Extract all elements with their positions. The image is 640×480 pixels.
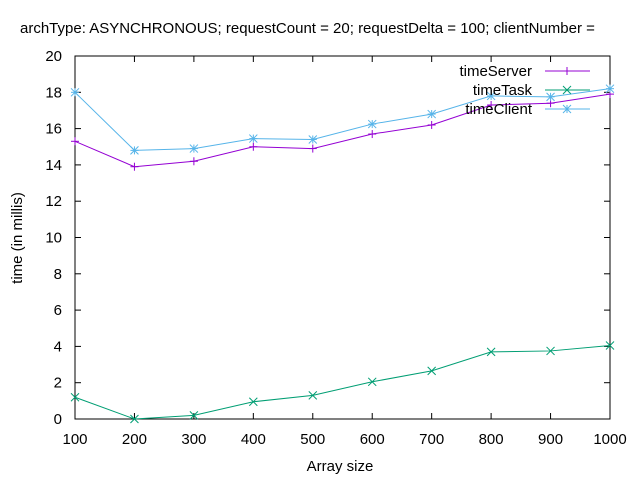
data-point: [562, 104, 572, 114]
marker-stroke: [248, 134, 258, 143]
data-point: [189, 144, 199, 153]
marker-stroke: [308, 135, 318, 144]
series-line: [74, 88, 611, 151]
data-point: [308, 391, 318, 400]
data-point: [70, 87, 80, 97]
series-timeTask: [70, 341, 615, 424]
data-point: [189, 411, 199, 420]
marker-stroke: [130, 146, 139, 155]
data-point: [427, 120, 436, 129]
data-point: [367, 119, 377, 129]
y-tick-label: 0: [54, 411, 62, 428]
series-line: [74, 344, 611, 420]
y-tick-label: 20: [45, 48, 62, 65]
marker-stroke: [70, 392, 80, 402]
x-tick-label: 200: [122, 431, 147, 448]
marker-stroke: [189, 411, 199, 420]
x-tick-label: 500: [300, 431, 325, 448]
y-tick-label: 6: [54, 302, 62, 319]
y-tick-label: 18: [45, 84, 62, 101]
y-tick-label: 2: [54, 375, 62, 392]
series-timeClient: [70, 84, 615, 155]
data-point: [130, 146, 139, 155]
legend-item: timeServer: [459, 63, 590, 80]
x-tick-label: 800: [479, 431, 504, 448]
marker-stroke: [367, 119, 377, 129]
data-point: [130, 162, 139, 171]
marker-stroke: [562, 104, 572, 114]
marker-stroke: [308, 391, 318, 400]
data-point: [249, 142, 258, 151]
x-tick-label: 900: [538, 431, 563, 448]
data-point: [605, 84, 615, 94]
marker-stroke: [427, 109, 437, 119]
marker-stroke: [486, 91, 496, 101]
data-point: [189, 157, 198, 166]
legend: timeServer timeTask timeClient: [459, 63, 590, 118]
x-axis-label: Array size: [307, 458, 374, 475]
x-tick-label: 300: [181, 431, 206, 448]
series-group: [70, 84, 615, 424]
x-tick-label: 700: [419, 431, 444, 448]
legend-item: timeClient: [465, 101, 590, 118]
marker-stroke: [130, 414, 139, 424]
marker-stroke: [562, 85, 572, 95]
x-tick-label: 100: [62, 431, 87, 448]
x-tick-label: 600: [360, 431, 385, 448]
data-point: [130, 414, 139, 424]
data-point: [70, 392, 80, 402]
marker-stroke: [546, 346, 555, 356]
data-point: [487, 101, 496, 110]
data-point: [563, 67, 571, 75]
marker-stroke: [486, 347, 496, 357]
data-point: [427, 366, 437, 376]
data-point: [605, 341, 615, 350]
y-axis-label: time (in millis): [9, 192, 26, 284]
marker-stroke: [605, 341, 615, 350]
data-point: [427, 109, 437, 119]
data-point: [562, 85, 572, 95]
data-point: [248, 134, 258, 143]
marker-stroke: [248, 397, 258, 407]
data-point: [308, 135, 318, 144]
y-tick-label: 12: [45, 193, 62, 210]
data-point: [546, 92, 555, 102]
legend-label: timeClient: [465, 101, 533, 118]
marker-stroke: [427, 366, 437, 376]
y-tick-label: 8: [54, 266, 62, 283]
y-tick-label: 14: [45, 157, 62, 174]
y-tick-label: 16: [45, 121, 62, 138]
data-point: [368, 130, 377, 139]
series-line: [74, 93, 611, 168]
data-point: [248, 397, 258, 407]
data-point: [546, 346, 555, 356]
chart-title: archType: ASYNCHRONOUS; requestCount = 2…: [20, 20, 595, 37]
data-point: [308, 144, 317, 153]
data-point: [71, 137, 79, 146]
marker-stroke: [605, 84, 615, 94]
series-timeServer: [71, 90, 614, 171]
data-point: [367, 377, 377, 387]
legend-item: timeTask: [473, 82, 590, 99]
data-point: [486, 91, 496, 101]
legend-label: timeTask: [473, 82, 533, 99]
x-tick-label: 400: [241, 431, 266, 448]
x-tick-label: 1000: [593, 431, 626, 448]
axis-ticks: 100 200 300 400 500 600 700 800 900 1000 0 2 4 6 8 10 12…: [45, 48, 626, 448]
marker-stroke: [546, 92, 555, 102]
legend-label: timeServer: [459, 63, 532, 80]
marker-stroke: [70, 87, 80, 97]
marker-stroke: [189, 144, 199, 153]
y-tick-label: 4: [54, 338, 62, 355]
y-tick-label: 10: [45, 230, 62, 247]
marker-stroke: [367, 377, 377, 387]
data-point: [486, 347, 496, 357]
